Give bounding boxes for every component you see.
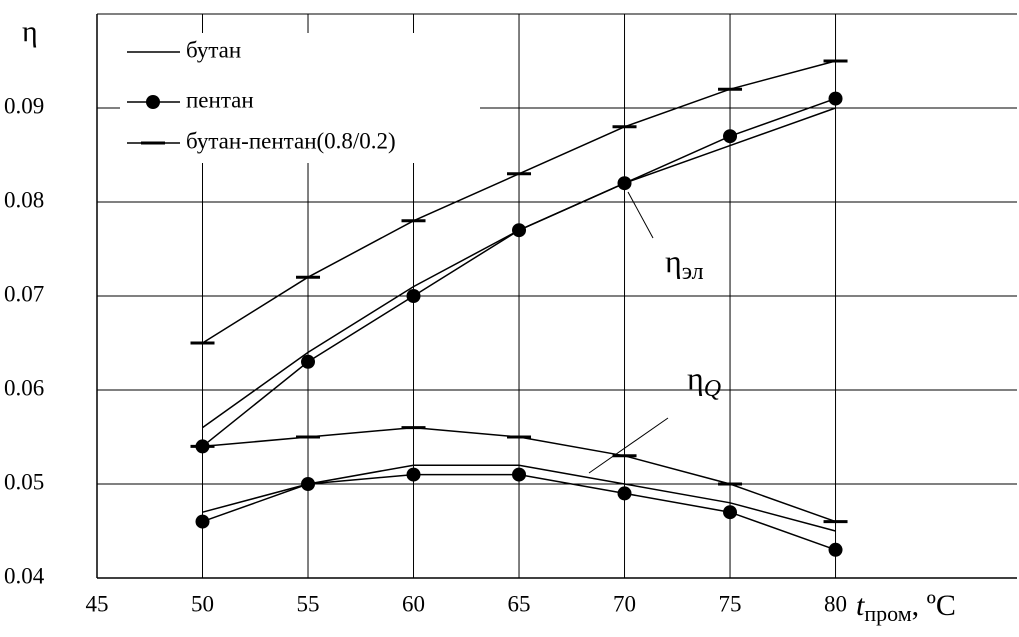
- x-tick-label: 55: [297, 591, 320, 616]
- point: [512, 223, 527, 238]
- y-tick-label: 0.05: [4, 469, 44, 494]
- x-tick-label: 65: [508, 591, 531, 616]
- x-tick-label: 80: [824, 591, 847, 616]
- legend-label: бутан: [186, 37, 241, 62]
- annotation-sub: эл: [682, 259, 704, 285]
- x-tick-label: 45: [86, 591, 109, 616]
- x-tick-label: 75: [719, 591, 742, 616]
- point: [617, 176, 632, 191]
- point: [301, 477, 316, 491]
- annotation-leader: [588, 417, 669, 474]
- legend-bg: [120, 33, 480, 163]
- legend-label: бутан-пентан(0.8/0.2): [186, 128, 396, 153]
- x-label-main: t: [856, 589, 865, 622]
- x-label-bg: [852, 588, 1019, 637]
- annotation-leader: [627, 191, 654, 239]
- y-tick-label: 0.04: [4, 563, 45, 588]
- point: [617, 486, 632, 501]
- point: [723, 129, 738, 144]
- y-tick-label: 0.06: [4, 375, 44, 400]
- point: [406, 467, 421, 482]
- point: [828, 542, 843, 557]
- y-axis-label: η: [22, 15, 38, 48]
- annotation-sub: Q: [704, 376, 721, 402]
- x-label-sub: пром: [864, 601, 911, 626]
- y-tick-label: 0.08: [4, 187, 44, 212]
- annotation: ηQ: [687, 360, 721, 401]
- point: [406, 289, 421, 303]
- legend-label: пентан: [186, 87, 254, 112]
- y-tick-label: 0.07: [4, 281, 44, 306]
- point: [301, 354, 316, 369]
- x-tick-label: 60: [402, 591, 425, 616]
- x-tick-label: 50: [191, 591, 214, 616]
- x-axis-label: tпром, ºC: [856, 589, 956, 626]
- annotation-symbol: η: [665, 243, 682, 279]
- x-tick-label: 70: [613, 591, 636, 616]
- annotation: ηэл: [665, 243, 704, 284]
- annotation-symbol: η: [687, 360, 704, 396]
- point: [195, 514, 210, 529]
- point: [512, 467, 527, 482]
- point: [828, 91, 843, 106]
- point: [723, 505, 738, 520]
- legend-marker: [146, 95, 160, 109]
- y-tick-label: 0.09: [4, 93, 44, 118]
- x-label-unit: , ºC: [912, 589, 956, 622]
